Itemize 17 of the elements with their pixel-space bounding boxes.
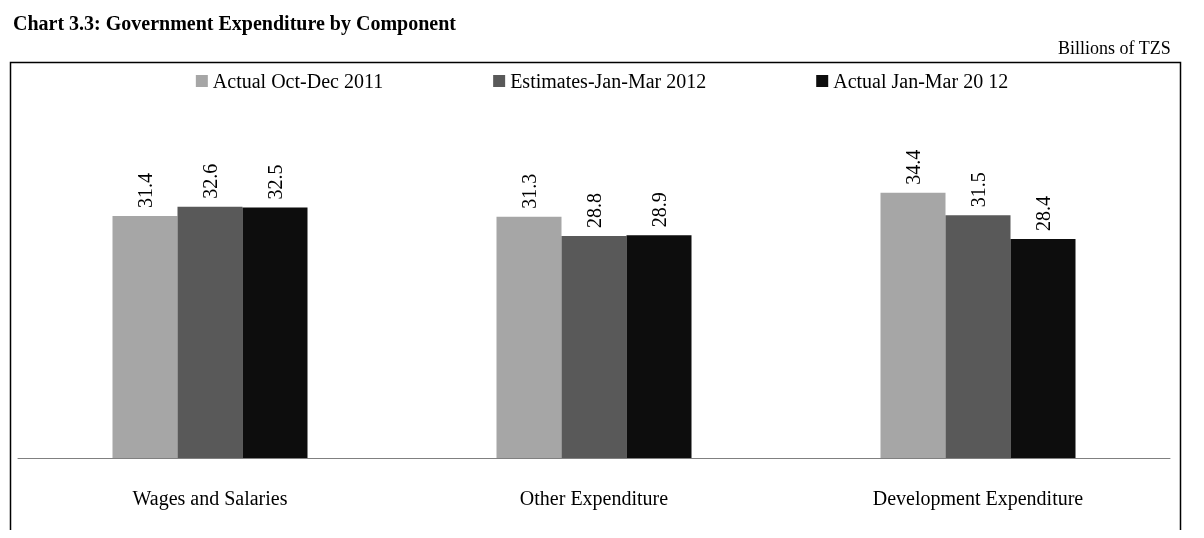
x-tick-label: Wages and Salaries — [132, 487, 288, 510]
text: Billions of TZS — [1057, 38, 1171, 58]
legend-label: Estimates-Jan-Mar 2012 — [510, 70, 707, 92]
data-label: 32.6 — [199, 163, 221, 199]
data-label: 34.4 — [902, 149, 924, 185]
data-label: 31.3 — [518, 173, 540, 209]
data-label: 31.4 — [134, 172, 156, 208]
legend-label: Actual Oct-Dec 2011 — [212, 70, 384, 92]
legend-label: Actual Jan-Mar 20 12 — [833, 70, 1009, 92]
chart-title: Chart 3.3: Government Expenditure by Component — [13, 12, 457, 35]
data-label: 28.9 — [648, 192, 670, 228]
x-tick-label: Other Expenditure — [519, 487, 669, 510]
data-label: 28.4 — [1032, 196, 1054, 232]
data-label: 28.8 — [583, 193, 605, 229]
data-label: 31.5 — [967, 172, 989, 208]
x-tick-label: Development Expenditure — [872, 487, 1084, 510]
data-label: 32.5 — [264, 164, 286, 200]
